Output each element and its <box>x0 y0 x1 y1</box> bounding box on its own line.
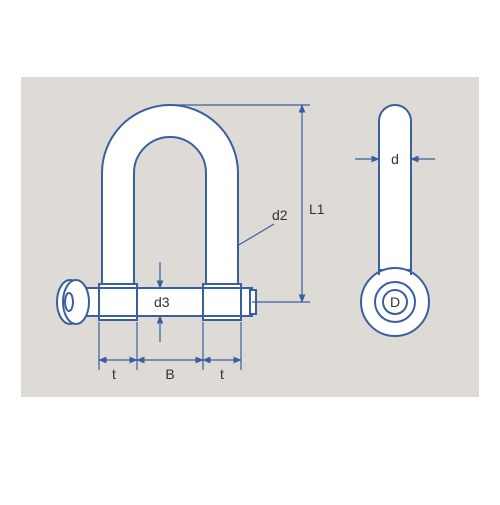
label-d2: d2 <box>272 207 288 223</box>
label-B: B <box>165 366 174 382</box>
label-d3: d3 <box>154 294 170 310</box>
label-D: D <box>390 294 400 310</box>
label-t-right: t <box>220 366 224 382</box>
diagram-canvas: L1 d2 d3 t B t d D <box>0 0 500 500</box>
label-d: d <box>391 151 399 167</box>
label-L1: L1 <box>309 201 325 217</box>
pin-eye-hole <box>65 293 73 311</box>
side-body <box>379 105 411 270</box>
label-t-left: t <box>112 366 116 382</box>
shackle-diagram: L1 d2 d3 t B t d D <box>0 0 500 500</box>
